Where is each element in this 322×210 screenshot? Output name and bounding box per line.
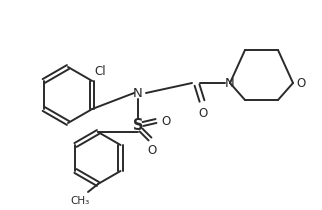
Text: N: N: [133, 87, 143, 100]
Text: N: N: [225, 76, 235, 89]
Text: O: O: [296, 76, 305, 89]
Text: O: O: [161, 114, 170, 127]
Text: Cl: Cl: [94, 65, 106, 78]
Text: O: O: [147, 144, 156, 157]
Text: S: S: [133, 118, 143, 133]
Text: O: O: [198, 107, 208, 120]
Text: CH₃: CH₃: [71, 196, 90, 206]
